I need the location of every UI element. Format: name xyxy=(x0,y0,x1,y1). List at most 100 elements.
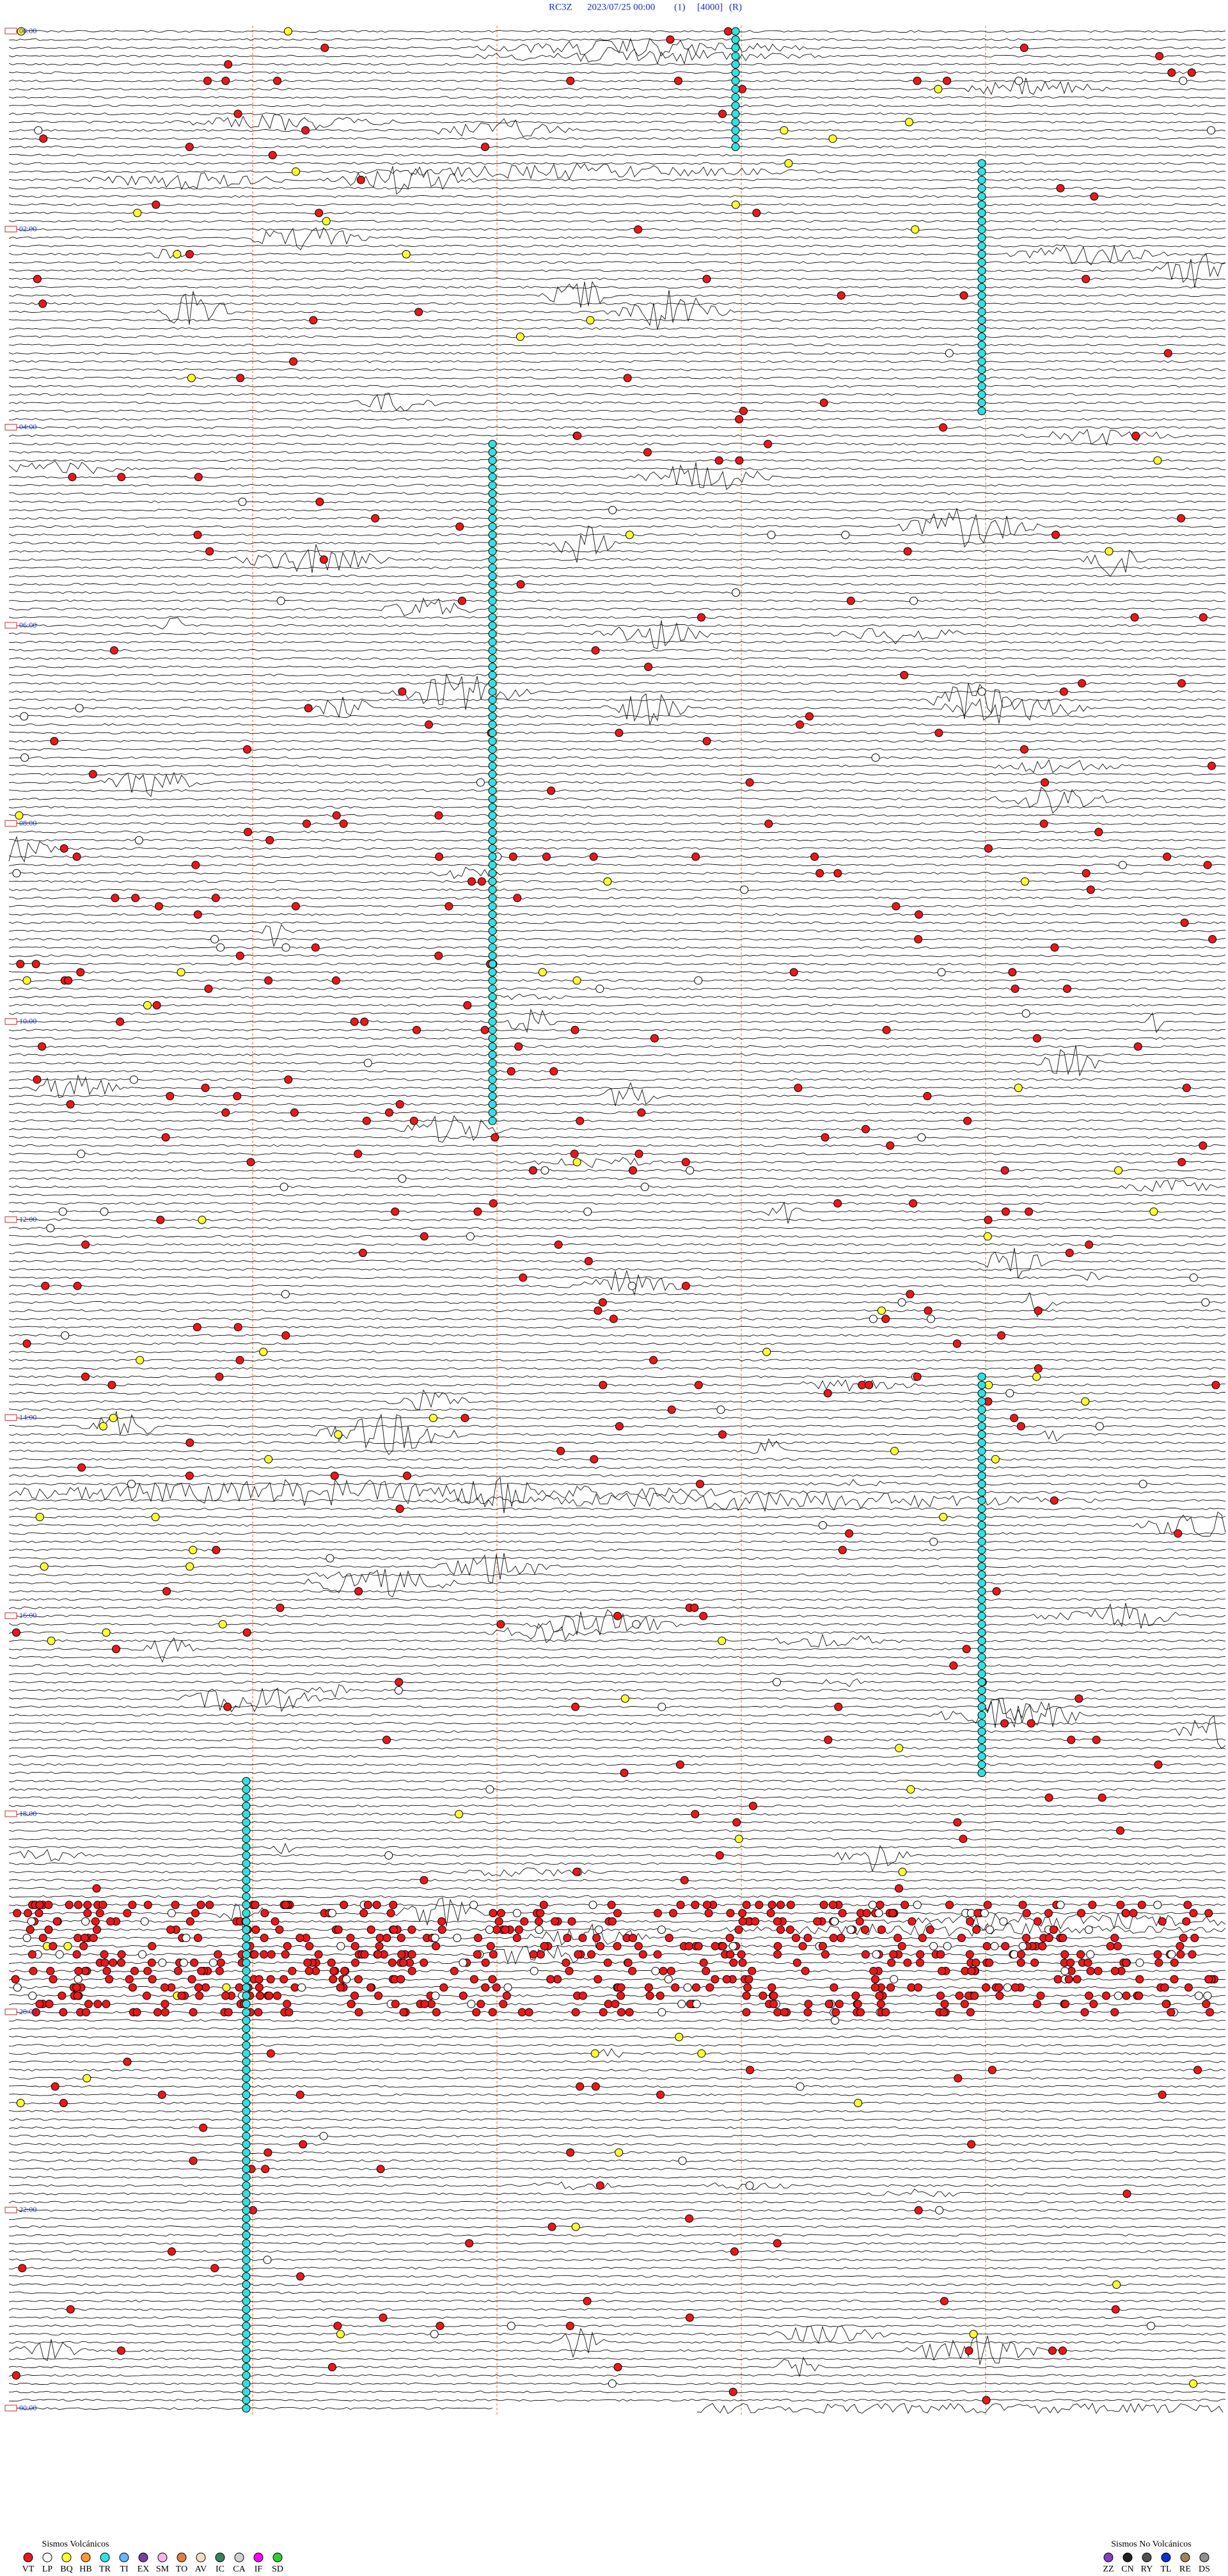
event-marker xyxy=(488,770,497,778)
event-marker xyxy=(98,1900,107,1909)
event-marker xyxy=(242,2206,251,2215)
event-marker xyxy=(305,1941,314,1950)
event-marker xyxy=(488,811,497,820)
event-marker xyxy=(242,1776,251,1785)
event-marker xyxy=(20,753,29,762)
event-marker xyxy=(821,1950,830,1959)
event-marker xyxy=(634,1941,643,1950)
trace xyxy=(8,1699,1226,1721)
event-marker xyxy=(854,2099,863,2108)
event-marker xyxy=(939,423,948,432)
legend-swatch xyxy=(119,2552,129,2563)
event-marker xyxy=(1034,1364,1043,1373)
event-marker xyxy=(578,1934,587,1942)
event-marker xyxy=(603,877,612,886)
event-marker xyxy=(819,1900,828,1909)
event-marker xyxy=(1177,514,1186,523)
event-marker xyxy=(1187,68,1196,77)
event-marker xyxy=(608,1917,617,1926)
event-marker xyxy=(409,1116,418,1125)
trace xyxy=(8,921,1226,924)
event-marker xyxy=(425,720,433,729)
event-marker xyxy=(177,968,185,977)
event-marker xyxy=(1089,2000,1098,2009)
event-marker xyxy=(977,1446,986,1455)
event-marker xyxy=(65,1900,74,1909)
event-marker xyxy=(12,869,21,878)
event-marker xyxy=(390,1925,398,1934)
event-marker xyxy=(488,588,497,597)
trace xyxy=(8,2283,1226,2286)
event-marker xyxy=(402,249,411,258)
event-marker xyxy=(77,1463,86,1472)
event-marker xyxy=(1133,1042,1142,1051)
event-marker xyxy=(1000,1166,1009,1175)
event-marker xyxy=(625,2008,634,2017)
event-marker xyxy=(238,498,247,506)
event-marker xyxy=(58,1207,67,1216)
event-marker xyxy=(242,1867,251,1876)
event-marker xyxy=(429,1414,437,1423)
event-marker xyxy=(657,1702,666,1711)
event-marker xyxy=(455,1810,464,1819)
event-marker xyxy=(272,1991,281,2000)
event-marker xyxy=(691,1983,700,1992)
trace xyxy=(8,290,1226,330)
event-marker xyxy=(982,2396,991,2405)
event-markers xyxy=(11,27,1220,2413)
event-marker xyxy=(255,1983,264,1992)
trace xyxy=(8,2241,1226,2245)
event-marker xyxy=(242,2264,251,2273)
event-marker xyxy=(617,2008,626,2017)
event-marker xyxy=(674,76,682,85)
trace xyxy=(8,723,1226,726)
trace xyxy=(8,384,1226,388)
event-marker xyxy=(488,679,497,688)
event-marker xyxy=(488,1975,497,1984)
event-marker xyxy=(945,349,954,358)
event-marker xyxy=(507,1067,516,1076)
event-marker xyxy=(242,1851,251,1860)
trace xyxy=(8,1829,1226,1832)
event-marker xyxy=(1033,2000,1041,2009)
event-marker xyxy=(977,340,986,349)
event-marker xyxy=(453,1934,462,1942)
legend-swatch xyxy=(61,2552,72,2563)
event-marker xyxy=(254,2008,263,2017)
label-box xyxy=(4,1414,17,1421)
event-marker xyxy=(576,1116,585,1125)
event-marker xyxy=(659,1966,668,1975)
trace xyxy=(8,954,1226,958)
event-marker xyxy=(977,1636,986,1645)
legend-label: VT xyxy=(22,2564,35,2574)
event-marker xyxy=(650,1034,659,1043)
event-marker xyxy=(977,1769,986,1777)
trace xyxy=(8,771,1226,798)
event-marker xyxy=(571,2222,580,2231)
legend-label: RY xyxy=(1141,2564,1153,2574)
event-marker xyxy=(436,2321,445,2330)
trace xyxy=(8,1903,1226,1906)
trace xyxy=(8,1119,1226,1123)
event-marker xyxy=(388,1958,397,1967)
trace xyxy=(8,1218,1226,1222)
event-marker xyxy=(1208,935,1217,944)
event-marker xyxy=(314,1950,323,1959)
event-marker xyxy=(304,704,313,713)
event-marker xyxy=(242,2346,251,2355)
event-marker xyxy=(953,1818,962,1827)
event-marker xyxy=(798,1941,807,1950)
event-marker xyxy=(1036,1991,1045,2000)
event-marker xyxy=(488,753,497,762)
legend-label: LP xyxy=(42,2564,53,2574)
event-marker xyxy=(656,2090,665,2099)
event-marker xyxy=(93,2000,102,2009)
event-marker xyxy=(276,1603,285,1612)
event-marker xyxy=(1116,1826,1124,1835)
gain: [4000] xyxy=(697,2,723,12)
event-marker xyxy=(977,1678,986,1687)
event-marker xyxy=(322,217,331,226)
trace xyxy=(8,1913,1226,1931)
event-marker xyxy=(598,1298,607,1307)
trace xyxy=(8,1887,1226,1890)
